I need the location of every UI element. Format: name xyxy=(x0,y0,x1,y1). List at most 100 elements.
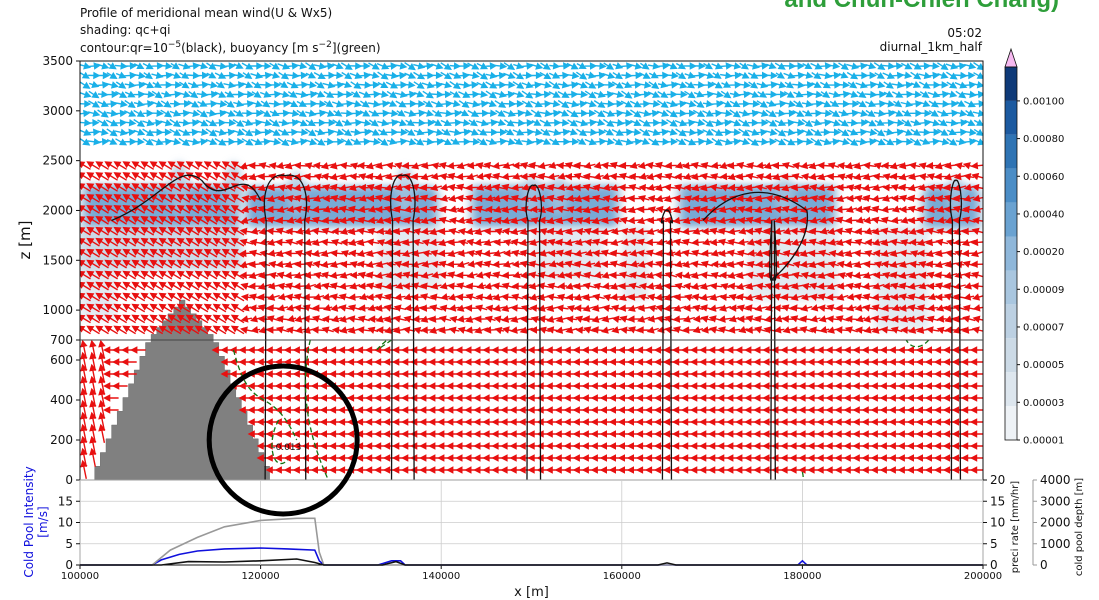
colorbar: 0.000010.000030.000050.000070.000090.000… xyxy=(1004,47,1064,447)
wind-vector xyxy=(347,304,362,312)
wind-vector xyxy=(103,394,119,402)
wind-vector xyxy=(620,227,631,236)
wind-vector xyxy=(167,194,182,203)
wind-vector xyxy=(925,249,940,258)
wind-vector xyxy=(113,292,127,302)
wind-vector xyxy=(483,227,497,236)
wind-vector xyxy=(376,62,390,70)
wind-vector xyxy=(374,293,389,301)
wind-vector xyxy=(656,138,670,146)
wind-vector xyxy=(149,292,164,302)
wind-vector xyxy=(149,226,164,236)
wind-vector xyxy=(701,81,716,89)
wind-vector xyxy=(638,81,652,89)
wind-vector xyxy=(432,119,443,126)
wind-vector xyxy=(160,100,172,108)
wind-vector xyxy=(666,90,678,99)
wind-vector xyxy=(106,109,119,117)
wind-vector xyxy=(158,172,173,181)
wind-vector xyxy=(567,90,579,99)
wind-vector xyxy=(122,172,136,181)
wind-vector xyxy=(419,293,435,301)
wind-vector xyxy=(438,238,453,247)
wind-vector xyxy=(97,90,109,98)
wind-vector xyxy=(702,90,715,99)
wind-vector xyxy=(773,326,785,334)
wind-vector xyxy=(620,249,632,257)
wind-vector xyxy=(728,216,740,224)
wind-vector xyxy=(945,100,959,108)
wind-vector xyxy=(167,314,182,324)
wind-vector xyxy=(176,216,191,225)
wind-vector xyxy=(477,90,489,98)
wind-vector xyxy=(775,71,785,79)
wind-vector xyxy=(692,71,707,80)
wind-vector xyxy=(311,315,326,323)
wind-vector xyxy=(864,250,876,258)
wind-vector xyxy=(855,109,869,118)
wind-vector xyxy=(430,282,442,290)
wind-vector xyxy=(664,172,678,181)
wind-vector xyxy=(221,216,236,225)
wind-vector xyxy=(919,137,931,145)
wind-vector xyxy=(856,90,867,98)
wind-vector xyxy=(241,128,254,137)
wind-vector xyxy=(639,100,651,108)
wind-vector xyxy=(637,315,651,323)
wind-vector xyxy=(709,183,723,192)
wind-vector xyxy=(188,90,199,99)
wind-vector xyxy=(140,172,155,181)
wind-vector xyxy=(511,119,526,127)
wind-vector xyxy=(230,205,245,214)
wind-vector xyxy=(95,226,109,236)
wind-vector xyxy=(140,281,155,291)
wind-vector xyxy=(602,304,614,312)
wind-vector xyxy=(97,119,109,127)
wind-vector xyxy=(149,325,164,335)
wind-vector xyxy=(329,173,344,181)
wind-vector xyxy=(945,62,959,70)
wind-vector xyxy=(890,326,903,334)
wind-vector xyxy=(386,90,398,99)
wind-vector xyxy=(420,227,433,236)
wind-vector xyxy=(944,271,958,279)
wind-vector xyxy=(963,81,977,89)
wind-vector xyxy=(918,109,932,118)
wind-vector xyxy=(683,195,694,203)
wind-vector xyxy=(729,90,741,98)
wind-vector xyxy=(393,194,406,203)
wind-vector xyxy=(448,304,460,312)
wind-vector xyxy=(240,315,253,323)
wind-vector xyxy=(466,161,478,170)
wind-vector xyxy=(829,62,841,70)
wind-vector xyxy=(537,260,551,268)
wind-vector xyxy=(555,205,570,214)
wind-vector xyxy=(621,71,633,80)
wind-vector xyxy=(115,90,128,98)
wind-vector xyxy=(185,325,200,335)
wind-vector xyxy=(547,172,560,181)
wind-vector xyxy=(95,205,109,214)
wind-vector xyxy=(412,109,427,118)
wind-vector xyxy=(350,128,362,136)
wind-vector xyxy=(80,109,91,118)
wind-vector xyxy=(275,326,290,334)
buoyancy-contour xyxy=(376,339,392,350)
wind-vector xyxy=(268,271,279,280)
wind-vector xyxy=(493,238,506,247)
wind-vector xyxy=(475,260,488,268)
wind-vector xyxy=(386,137,398,146)
wind-vector xyxy=(167,281,182,291)
wind-vector xyxy=(169,137,182,146)
wind-vector xyxy=(800,304,813,312)
wind-vector xyxy=(203,216,218,225)
wind-vector xyxy=(185,205,200,214)
wind-vector xyxy=(627,304,642,312)
wind-vector xyxy=(648,81,660,89)
wind-vector xyxy=(403,205,415,213)
wind-vector xyxy=(311,205,326,214)
wind-vector xyxy=(303,282,317,290)
wind-vector xyxy=(222,71,237,80)
wind-vector xyxy=(221,281,236,291)
wind-vector xyxy=(313,119,327,127)
